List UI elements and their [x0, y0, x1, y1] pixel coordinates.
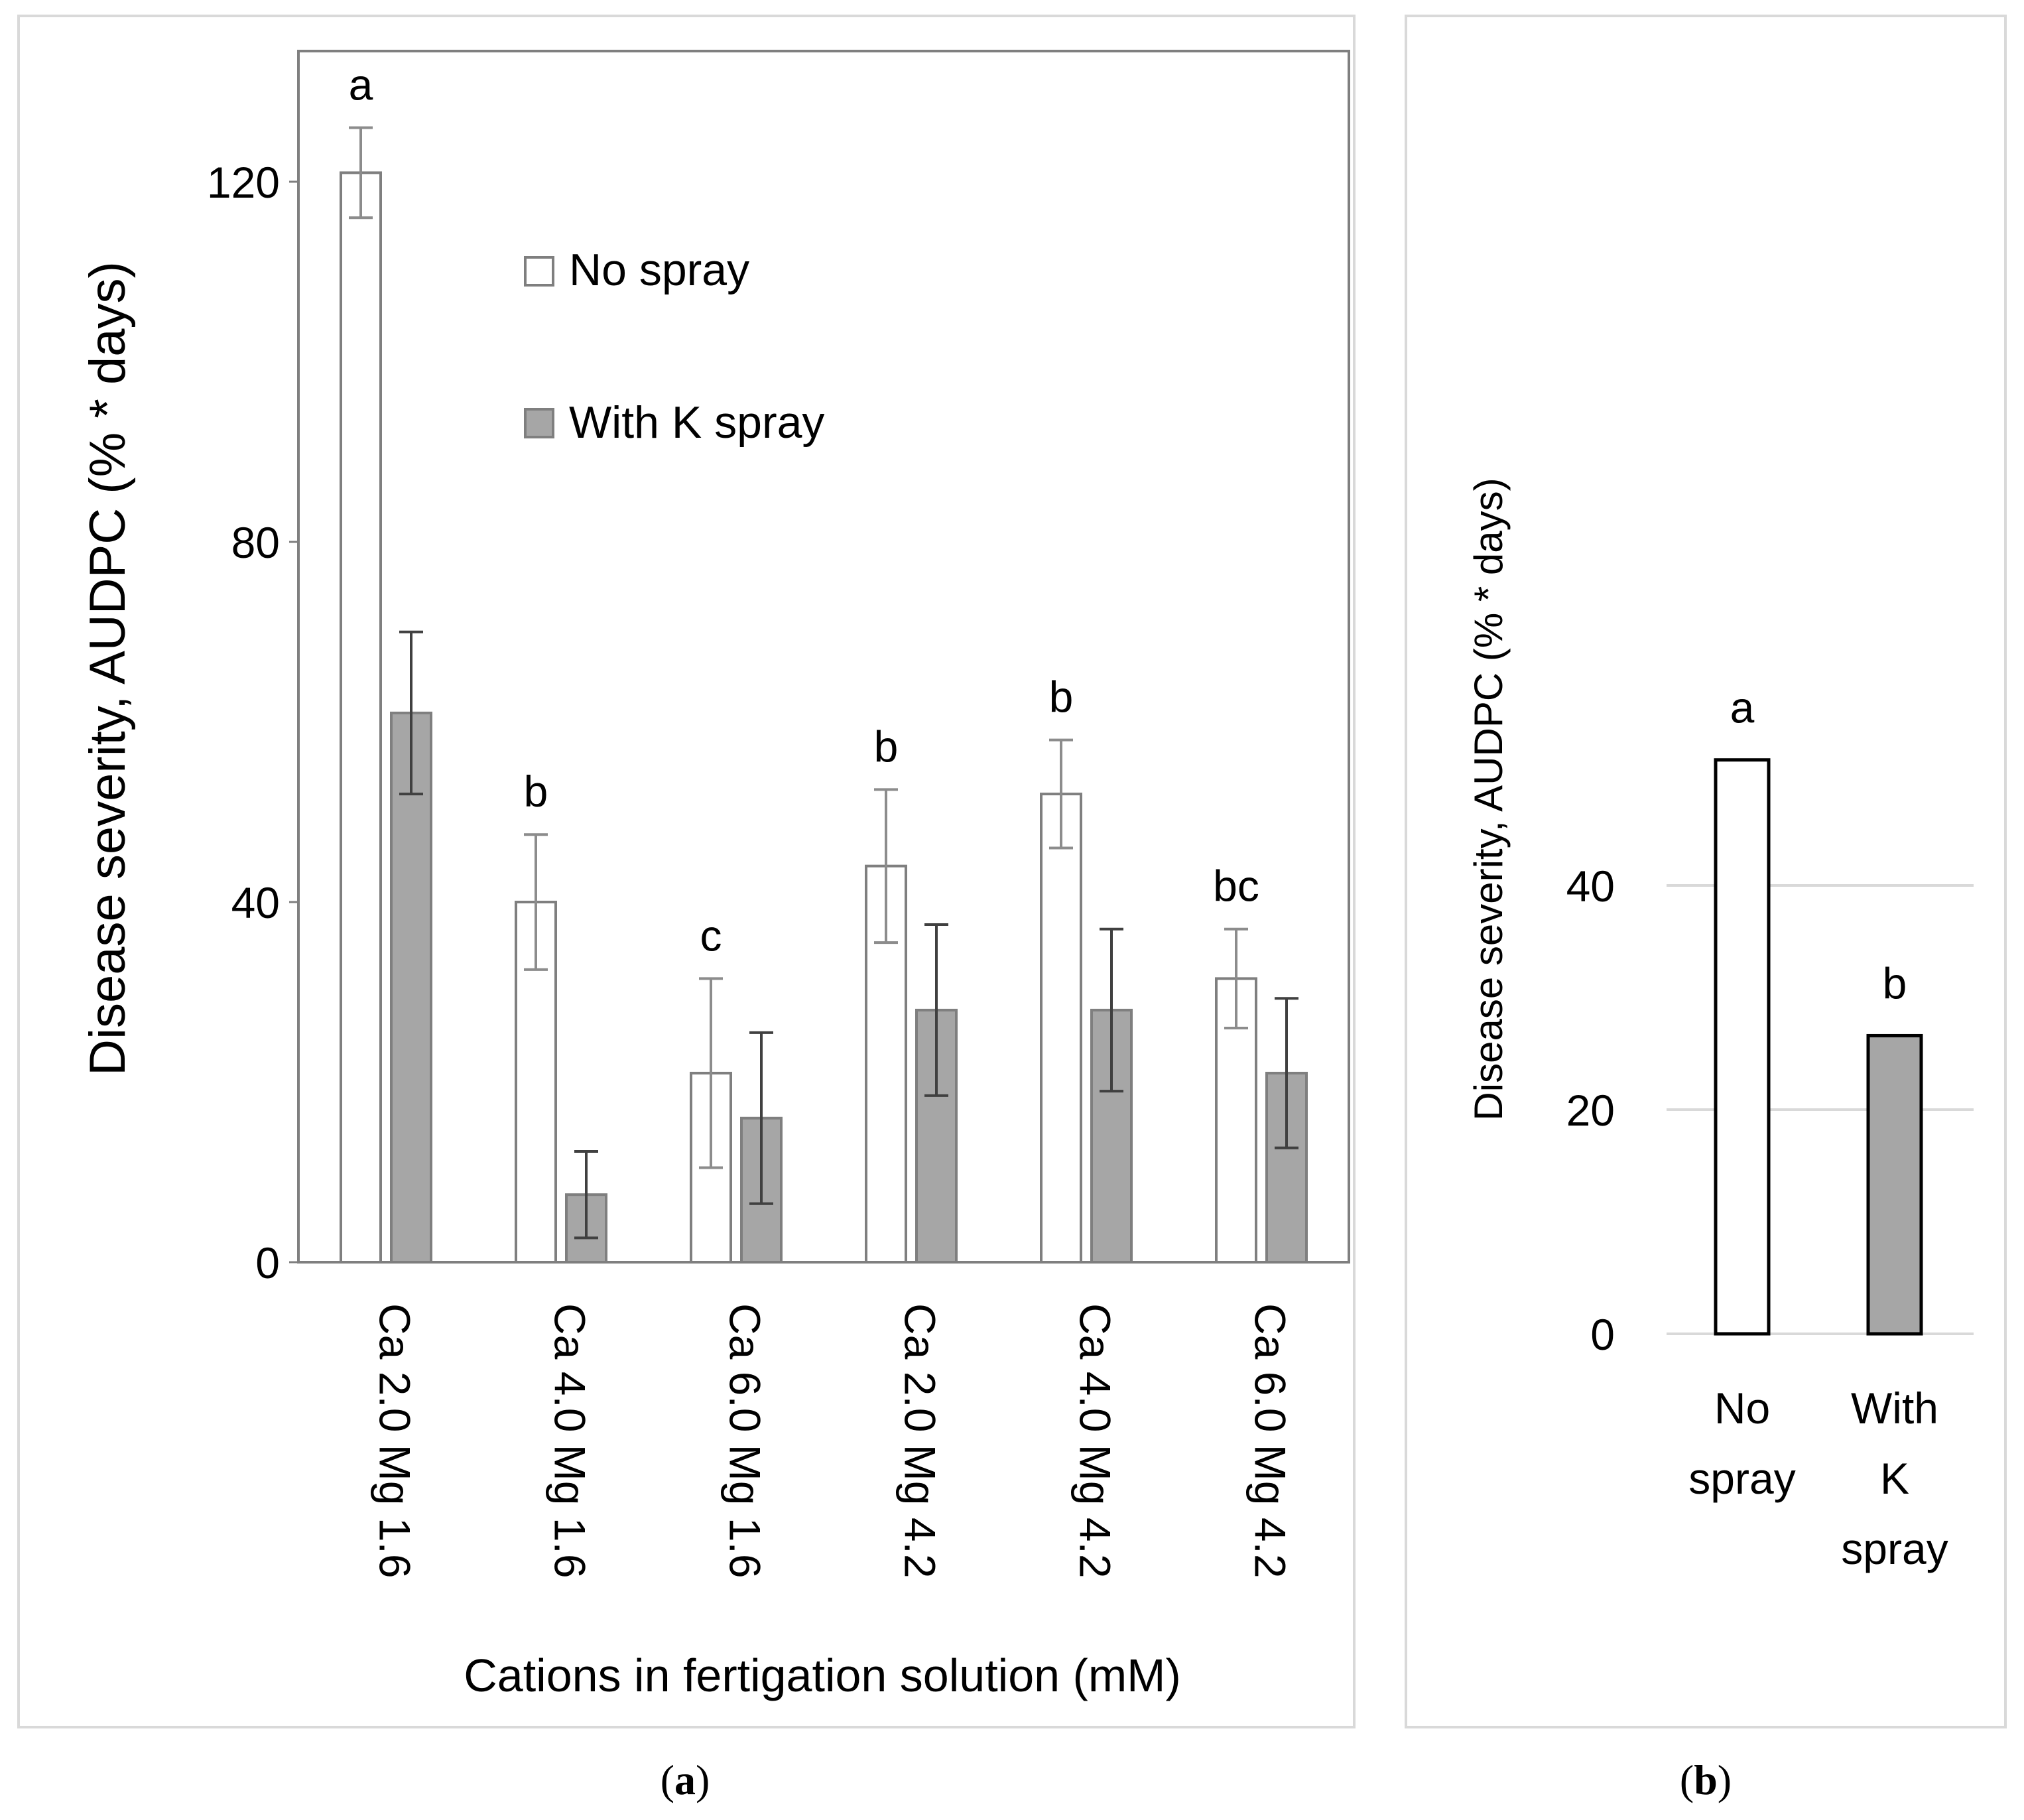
legend-label-no-spray: No spray [569, 245, 749, 295]
b-ytick-label-40: 40 [1566, 862, 1615, 911]
panel-b-frame [1405, 15, 2007, 1728]
a-letter-2: b [524, 767, 548, 816]
a-bar-with-k-spray-1 [390, 711, 432, 1264]
panel-a-frame [17, 15, 1356, 1728]
a-bar-no-spray-5 [1040, 793, 1082, 1264]
a-ytick-label-80: 80 [231, 518, 280, 567]
a-ytick-label-40: 40 [231, 878, 280, 927]
a-letter-4: b [874, 722, 899, 771]
b-ytick-label-20: 20 [1566, 1086, 1615, 1135]
b-letter-2: b [1883, 958, 1907, 1007]
b-ytick-label-0: 0 [1590, 1310, 1615, 1359]
a-ytick-label-0: 0 [255, 1238, 280, 1287]
a-category-label-3: Ca 6.0 Mg 1.6 [721, 1303, 770, 1579]
b-bar-with-k-spray [1866, 1033, 1923, 1336]
a-letter-1: a [349, 60, 373, 109]
b-category-label-1: No spray [1688, 1384, 1795, 1503]
a-bar-no-spray-1 [340, 171, 382, 1264]
panel-a-caption: (a) [661, 1756, 710, 1803]
panel-b-caption-letter: b [1694, 1756, 1718, 1803]
legend: No spray With K spray [524, 245, 824, 448]
a-category-label-1: Ca 2.0 Mg 1.6 [371, 1303, 420, 1579]
a-category-label-4: Ca 2.0 Mg 4.2 [896, 1303, 945, 1579]
b-letter-1: a [1730, 683, 1755, 732]
a-ytick-label-120: 120 [207, 158, 280, 207]
a-category-label-6: Ca 6.0 Mg 4.2 [1246, 1303, 1295, 1579]
a-category-label-5: Ca 4.0 Mg 4.2 [1071, 1303, 1120, 1579]
a-letter-3: c [700, 911, 722, 960]
a-letter-6: bc [1213, 862, 1259, 911]
panel-b-y-axis-label: Disease severity, AUDPC (% * days) [1466, 478, 1511, 1120]
panel-a-x-axis-label: Cations in fertigation solution (mM) [464, 1650, 1181, 1701]
legend-swatch-with-k-spray [524, 408, 554, 438]
a-category-label-2: Ca 4.0 Mg 1.6 [546, 1303, 595, 1579]
legend-label-with-k-spray: With K spray [569, 397, 824, 448]
panel-a-plot-area [297, 50, 1350, 1264]
legend-swatch-no-spray [524, 256, 554, 287]
b-bar-no-spray [1714, 758, 1771, 1336]
panel-b-caption: (b) [1680, 1756, 1732, 1803]
a-letter-5: b [1049, 673, 1074, 722]
panel-a-y-axis-label: Disease severity, AUDPC (% * days) [80, 261, 136, 1076]
panel-a-caption-letter: a [674, 1756, 696, 1803]
